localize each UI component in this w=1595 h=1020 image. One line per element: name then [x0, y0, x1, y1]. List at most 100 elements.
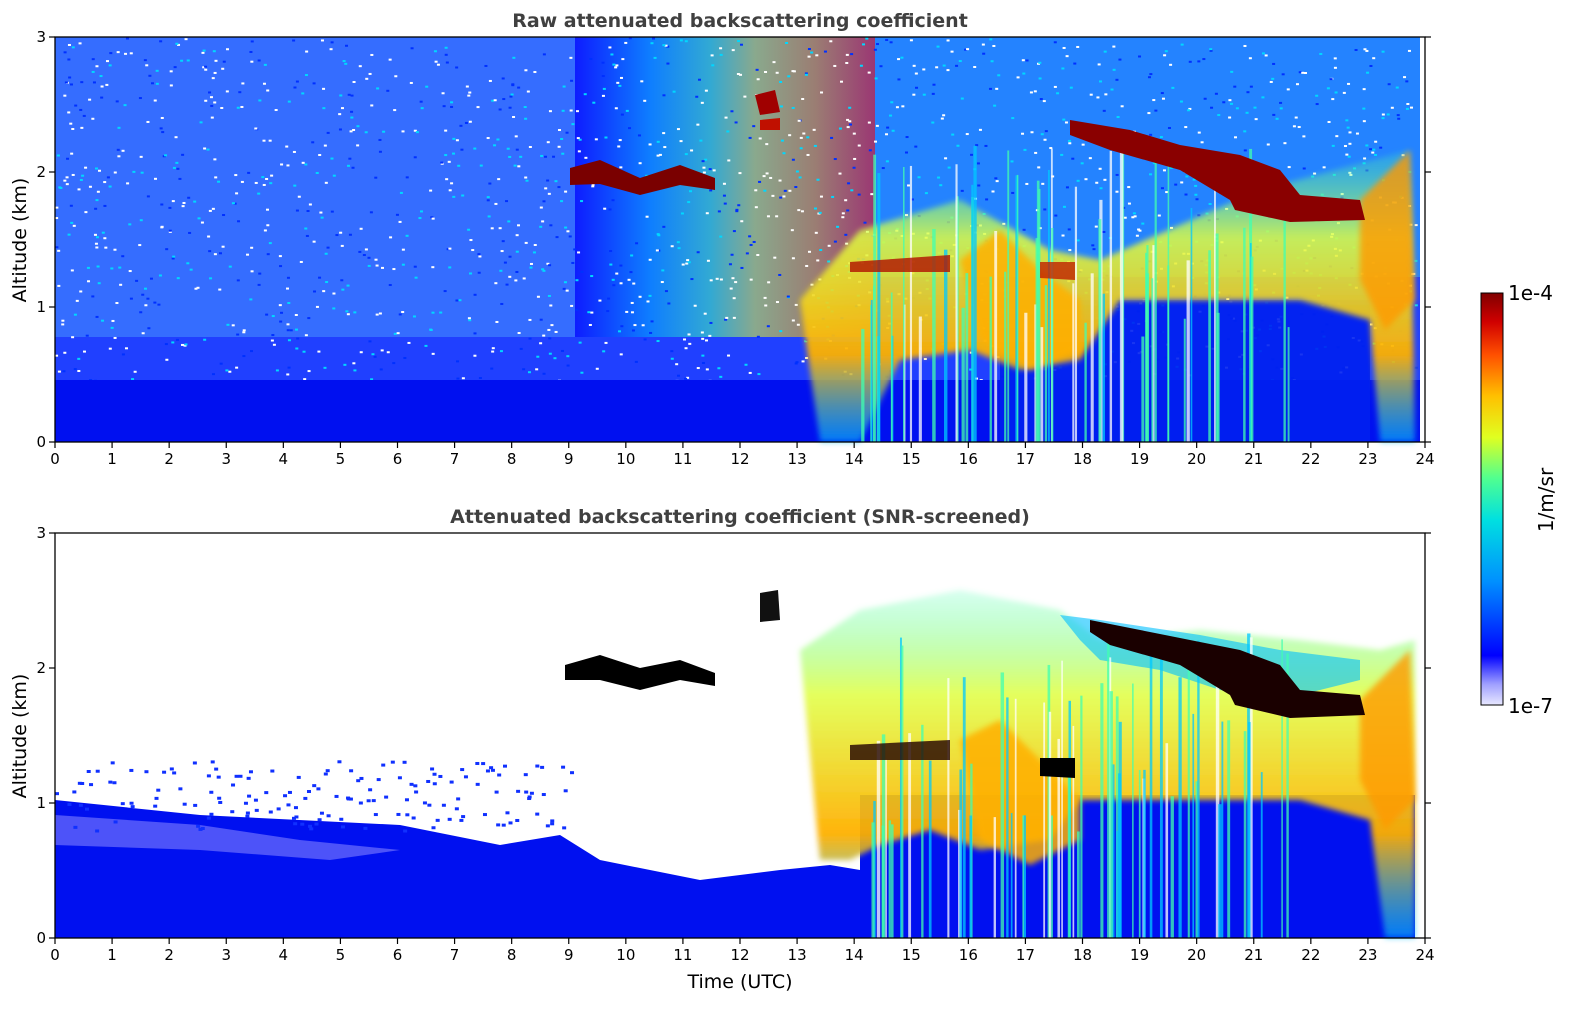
noise-pixel [1348, 142, 1352, 145]
noise-pixel [56, 154, 60, 157]
noise-pixel [240, 180, 244, 183]
noise-pixel [931, 121, 935, 124]
noise-pixel [1164, 50, 1168, 53]
noise-pixel [242, 331, 246, 334]
noise-pixel [184, 38, 188, 41]
noise-pixel [737, 40, 741, 43]
noise-pixel [560, 137, 564, 140]
noise-pixel [772, 61, 776, 64]
noise-pixel [732, 316, 736, 319]
noise-pixel [341, 288, 345, 291]
noise-pixel [55, 206, 59, 209]
noise-pixel [395, 213, 399, 216]
noise-pixel [74, 104, 78, 107]
noise-pixel [1342, 91, 1346, 94]
noise-pixel [1346, 126, 1350, 129]
streak [1167, 265, 1170, 442]
noise-pixel [441, 92, 445, 95]
noise-pixel [1049, 147, 1053, 150]
noise-pixel [565, 289, 569, 292]
noise-pixel [617, 145, 621, 148]
noise-pixel [358, 250, 362, 253]
noise-pixel [332, 292, 336, 295]
noise-pixel [875, 124, 879, 127]
noise-pixel [1192, 178, 1196, 181]
noise-pixel [710, 54, 714, 57]
noise-pixel [542, 200, 546, 203]
noise-pixel [118, 266, 122, 269]
noise-pixel [889, 41, 893, 44]
scatter-pixel [95, 769, 100, 773]
noise-pixel [459, 124, 463, 127]
noise-pixel [1076, 239, 1080, 242]
scatter-pixel [481, 762, 486, 766]
noise-pixel [353, 369, 357, 372]
noise-pixel [345, 310, 349, 313]
noise-pixel [779, 80, 783, 83]
noise-pixel [362, 254, 366, 257]
noise-pixel [601, 75, 605, 78]
noise-pixel [207, 235, 211, 238]
noise-pixel [709, 279, 713, 282]
noise-pixel [367, 256, 371, 259]
streak [971, 184, 974, 442]
snr-x-tick-label: 15 [902, 946, 921, 964]
scatter-pixel [243, 801, 248, 805]
noise-pixel [97, 282, 101, 285]
noise-pixel [846, 126, 850, 129]
noise-pixel [211, 207, 215, 210]
noise-pixel [97, 169, 101, 172]
noise-pixel [621, 58, 625, 61]
noise-pixel [513, 164, 517, 167]
scatter-pixel [314, 822, 319, 826]
noise-pixel [682, 338, 686, 341]
noise-pixel [637, 134, 641, 137]
noise-pixel [923, 357, 927, 360]
noise-pixel [1228, 99, 1232, 102]
scatter-pixel [309, 827, 314, 831]
noise-pixel [1281, 73, 1285, 76]
noise-pixel [735, 210, 739, 213]
noise-pixel [228, 370, 232, 373]
noise-pixel [1214, 92, 1218, 95]
noise-pixel [935, 66, 939, 69]
scatter-pixel [234, 774, 239, 778]
noise-pixel [830, 136, 834, 139]
noise-pixel [604, 341, 608, 344]
streak [921, 724, 924, 938]
noise-pixel [359, 227, 363, 230]
noise-pixel [859, 64, 863, 67]
noise-pixel [1369, 64, 1373, 67]
streak [1146, 245, 1149, 442]
scatter-pixel [545, 824, 550, 828]
streak [902, 166, 905, 443]
noise-pixel [544, 155, 548, 158]
noise-pixel [131, 378, 135, 381]
scatter-pixel [209, 790, 214, 794]
scatter-pixel [346, 797, 351, 801]
noise-pixel [418, 217, 422, 220]
noise-pixel [995, 180, 999, 183]
scatter-pixel [516, 789, 521, 793]
noise-pixel [708, 168, 712, 171]
noise-pixel [81, 174, 85, 177]
noise-pixel [287, 339, 291, 342]
noise-pixel [101, 231, 105, 234]
noise-pixel [407, 341, 411, 344]
raw-y-axis-label: Altitude (km) [9, 178, 31, 303]
streak [1208, 250, 1211, 442]
noise-pixel [160, 116, 164, 119]
noise-pixel [242, 329, 246, 332]
noise-pixel [618, 139, 622, 142]
noise-pixel [268, 242, 272, 245]
noise-pixel [664, 44, 668, 47]
noise-pixel [529, 262, 533, 265]
noise-pixel [431, 311, 435, 314]
noise-pixel [736, 73, 740, 76]
noise-pixel [632, 282, 636, 285]
streak [1215, 686, 1220, 938]
noise-pixel [507, 220, 511, 223]
noise-pixel [1076, 45, 1080, 48]
noise-pixel [995, 87, 999, 90]
noise-pixel [382, 130, 386, 133]
